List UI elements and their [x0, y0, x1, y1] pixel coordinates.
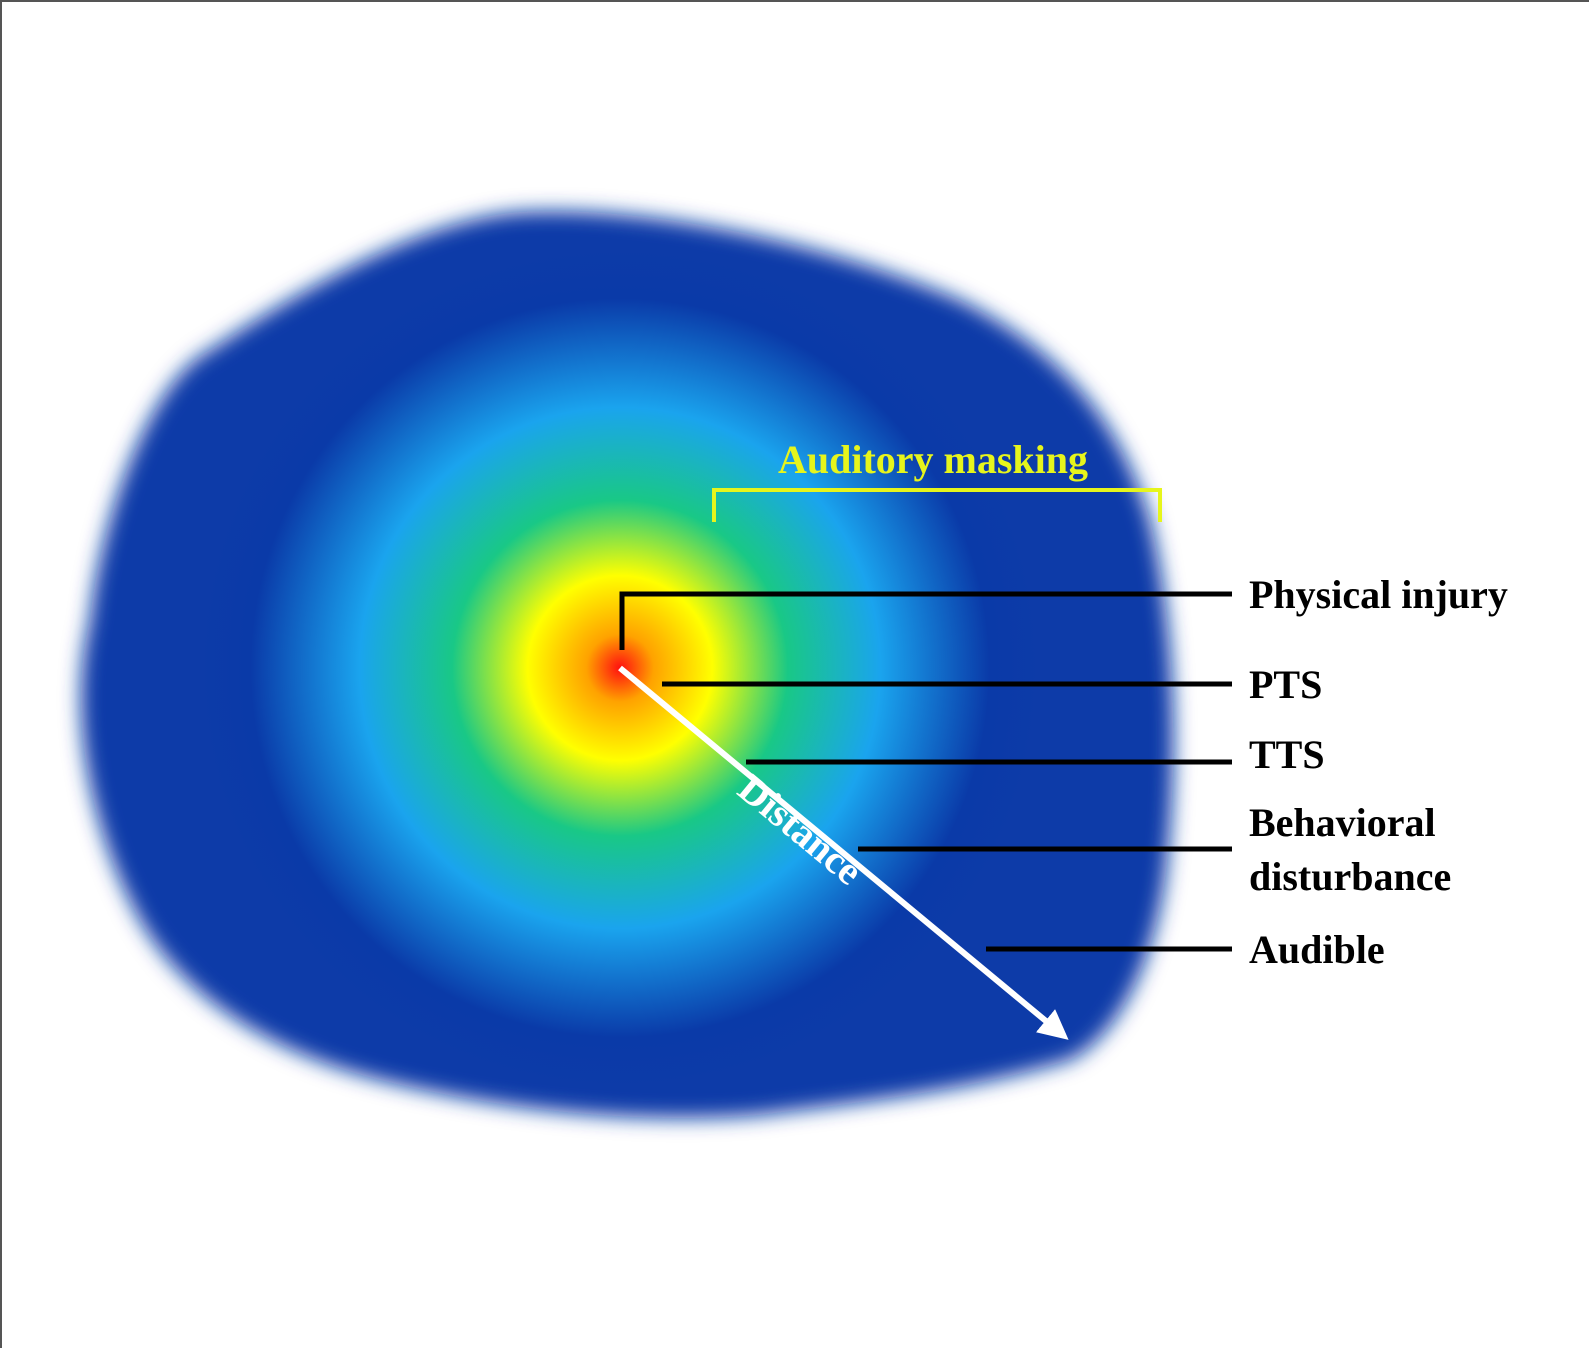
distance-arrow [618, 665, 1069, 1040]
auditory-masking-bracket: Auditory masking [712, 437, 1162, 522]
zone-label-audible: Audible [1249, 927, 1385, 972]
zone-label-tts: TTS [1249, 732, 1325, 777]
masking-label: Auditory masking [778, 437, 1088, 482]
zone-label-behavioral-disturbance-line-2: disturbance [1249, 854, 1451, 899]
zone-label-pts: PTS [1249, 662, 1322, 707]
leader-line-physical-injury [619, 591, 1232, 650]
zone-label-physical-injury: Physical injury [1249, 572, 1508, 617]
zone-labels: Physical injury PTS TTS Behavioral disturban… [1249, 572, 1508, 972]
zone-label-behavioral-disturbance-line-1: Behavioral [1249, 800, 1436, 845]
masking-bracket [712, 488, 1162, 522]
zone-leader-lines [619, 591, 1232, 952]
